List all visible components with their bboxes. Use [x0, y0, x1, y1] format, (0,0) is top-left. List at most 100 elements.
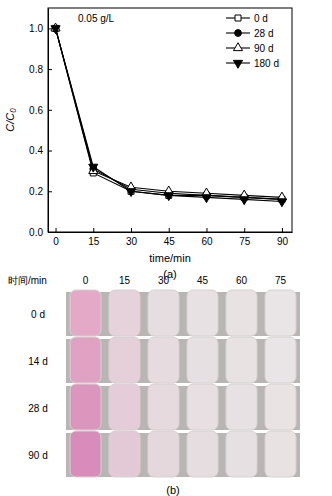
tube	[187, 431, 218, 477]
tube	[265, 337, 296, 383]
tick-label: 0	[53, 236, 59, 247]
tick-mark	[48, 232, 52, 233]
series-line	[56, 28, 282, 201]
tick-label: 75	[239, 236, 251, 247]
y-axis: 0.0 0.2 0.4 0.6 0.8 1.0	[29, 9, 52, 238]
panel-label: (b)	[166, 484, 179, 496]
series-line	[56, 28, 282, 199]
tick-label: 45	[164, 236, 176, 247]
plot-frame	[48, 8, 292, 232]
time-label: 60	[236, 275, 248, 286]
legend-marker	[235, 15, 241, 21]
annotation: 0.05 g/L	[78, 13, 115, 24]
tick: 90	[277, 228, 289, 247]
tick: 75	[239, 228, 251, 247]
series-line	[56, 28, 282, 197]
tick-mark	[244, 228, 245, 232]
row-label: 90 d	[28, 450, 47, 461]
tube	[226, 384, 257, 430]
row-label: 0 d	[31, 309, 45, 320]
tube	[148, 337, 179, 383]
tube	[226, 290, 257, 336]
tick: 45	[164, 228, 176, 247]
legend: 0 d28 d90 d180 d	[226, 13, 279, 69]
legend-label: 90 d	[254, 43, 273, 54]
tick-mark	[282, 228, 283, 232]
plot-area	[51, 23, 287, 207]
tube	[70, 431, 101, 477]
tube	[187, 290, 218, 336]
marker	[89, 164, 98, 172]
tick-mark	[48, 191, 52, 192]
tube	[70, 384, 101, 430]
tick: 0.8	[29, 64, 52, 75]
time-label: 15	[119, 275, 131, 286]
tick: 0.0	[29, 227, 52, 238]
tick: 15	[88, 228, 100, 247]
tick: 60	[201, 228, 213, 247]
tube	[226, 431, 257, 477]
tick-mark	[48, 110, 52, 111]
tube	[109, 290, 140, 336]
tick: 0.4	[29, 145, 52, 156]
tick-label: 0.6	[29, 105, 43, 116]
header: 时间/min	[8, 275, 47, 286]
tick-mark	[48, 69, 52, 70]
marker	[202, 195, 211, 203]
tick-label: 0.4	[29, 145, 43, 156]
marker	[277, 199, 286, 207]
tube	[70, 290, 101, 336]
figure: 01530456075900.00.20.40.60.81.0time/minC…	[0, 0, 332, 496]
marker	[164, 193, 173, 201]
tube	[148, 384, 179, 430]
tick-mark	[169, 228, 170, 232]
tube	[187, 384, 218, 430]
marker	[51, 26, 60, 34]
tick-label: 15	[88, 236, 100, 247]
legend-marker	[233, 43, 242, 51]
tick: 0.6	[29, 105, 52, 116]
legend-marker	[235, 30, 242, 37]
legend-marker	[233, 60, 242, 68]
time-label: 0	[83, 275, 89, 286]
marker	[126, 189, 135, 197]
tube	[109, 431, 140, 477]
tick-label: 0.0	[29, 227, 43, 238]
tick-mark	[48, 151, 52, 152]
tube	[226, 337, 257, 383]
tick-label: 60	[201, 236, 213, 247]
tube	[109, 337, 140, 383]
tick-label: 0.8	[29, 64, 43, 75]
tube	[70, 337, 101, 383]
tick-label: 1.0	[29, 23, 43, 34]
tick-mark	[131, 228, 132, 232]
x-axis-title: time/min	[149, 252, 191, 264]
x-axis: 0 15 30 45 60 75 90	[49, 228, 293, 247]
row-label: 14 d	[28, 356, 47, 367]
legend-label: 180 d	[254, 58, 279, 69]
time-label: 75	[275, 275, 287, 286]
legend-label: 0 d	[254, 13, 268, 24]
tube	[148, 431, 179, 477]
tick: 0	[53, 228, 59, 247]
tick: 30	[126, 228, 138, 247]
tick-mark	[56, 228, 57, 232]
tick-label: 90	[277, 236, 289, 247]
time-label: 45	[197, 275, 209, 286]
axis-line	[48, 9, 49, 233]
axis-line	[49, 232, 293, 233]
tick-mark	[206, 228, 207, 232]
tick: 1.0	[29, 23, 52, 34]
tube	[265, 384, 296, 430]
tube	[187, 337, 218, 383]
marker	[240, 197, 249, 205]
tick-mark	[48, 28, 52, 29]
tube	[148, 290, 179, 336]
tube	[265, 431, 296, 477]
tick-label: 30	[126, 236, 138, 247]
series-line	[56, 28, 282, 199]
time-label: 30	[158, 275, 170, 286]
tick-mark	[93, 228, 94, 232]
tube	[265, 290, 296, 336]
tick: 0.2	[29, 186, 52, 197]
